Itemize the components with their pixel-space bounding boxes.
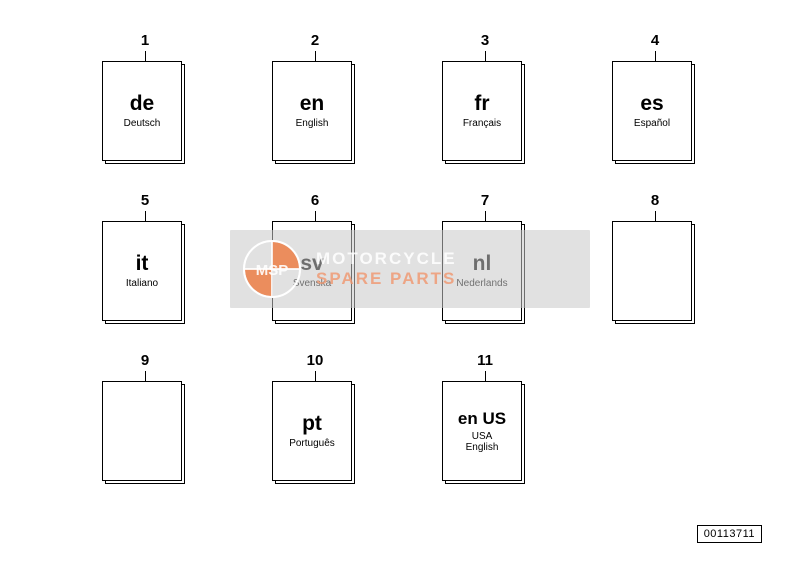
lang-code: de	[130, 92, 155, 116]
book-icon: it Italiano	[102, 221, 188, 327]
lang-code: es	[640, 92, 663, 116]
cell-8: 8	[570, 192, 740, 347]
leader-line	[315, 211, 316, 221]
lang-code: fr	[474, 92, 489, 116]
leader-line	[655, 51, 656, 61]
cell-4: 4 es Español	[570, 32, 740, 187]
book-icon: en English	[272, 61, 358, 167]
cell-number: 2	[311, 32, 319, 49]
book-icon: es Español	[612, 61, 698, 167]
leader-line	[315, 51, 316, 61]
cell-9: 9	[60, 352, 230, 507]
book-icon	[612, 221, 698, 327]
leader-line	[145, 371, 146, 381]
leader-line	[315, 371, 316, 381]
leader-line	[485, 211, 486, 221]
leader-line	[145, 211, 146, 221]
lang-code: en	[300, 92, 325, 116]
leader-line	[485, 371, 486, 381]
book-icon: pt Português	[272, 381, 358, 487]
cell-number: 3	[481, 32, 489, 49]
lang-name: USAEnglish	[466, 431, 499, 454]
cell-5: 5 it Italiano	[60, 192, 230, 347]
cell-number: 7	[481, 192, 489, 209]
leader-line	[485, 51, 486, 61]
book-icon: de Deutsch	[102, 61, 188, 167]
cell-10: 10 pt Português	[230, 352, 400, 507]
lang-code: pt	[302, 412, 322, 436]
leader-line	[655, 211, 656, 221]
watermark-text: MOTORCYCLE SPARE PARTS	[316, 249, 457, 288]
svg-text:MSP: MSP	[256, 262, 289, 279]
cell-number: 1	[141, 32, 149, 49]
watermark-line2: SPARE PARTS	[316, 269, 457, 289]
cell-11: 11 en US USAEnglish	[400, 352, 570, 507]
leader-line	[145, 51, 146, 61]
cell-number: 4	[651, 32, 659, 49]
book-icon: fr Français	[442, 61, 528, 167]
lang-name: Español	[634, 118, 670, 130]
cell-1: 1 de Deutsch	[60, 32, 230, 187]
cell-number: 10	[307, 352, 324, 369]
cell-number: 8	[651, 192, 659, 209]
cell-number: 11	[477, 352, 493, 369]
watermark: MSP MOTORCYCLE SPARE PARTS	[230, 230, 590, 308]
cell-number: 9	[141, 352, 149, 369]
msp-logo-icon: MSP	[242, 239, 302, 299]
cell-number: 5	[141, 192, 149, 209]
lang-name: Português	[289, 438, 335, 450]
lang-name: Deutsch	[124, 118, 161, 130]
cell-3: 3 fr Français	[400, 32, 570, 187]
book-icon: en US USAEnglish	[442, 381, 528, 487]
cell-2: 2 en English	[230, 32, 400, 187]
diagram-reference-code: 00113711	[697, 525, 762, 543]
watermark-line1: MOTORCYCLE	[316, 249, 457, 269]
lang-name: Français	[463, 118, 501, 130]
lang-name: English	[296, 118, 329, 130]
cell-number: 6	[311, 192, 319, 209]
lang-code: it	[136, 252, 149, 276]
lang-code: en US	[458, 409, 506, 429]
book-icon	[102, 381, 188, 487]
lang-name: Italiano	[126, 278, 158, 290]
